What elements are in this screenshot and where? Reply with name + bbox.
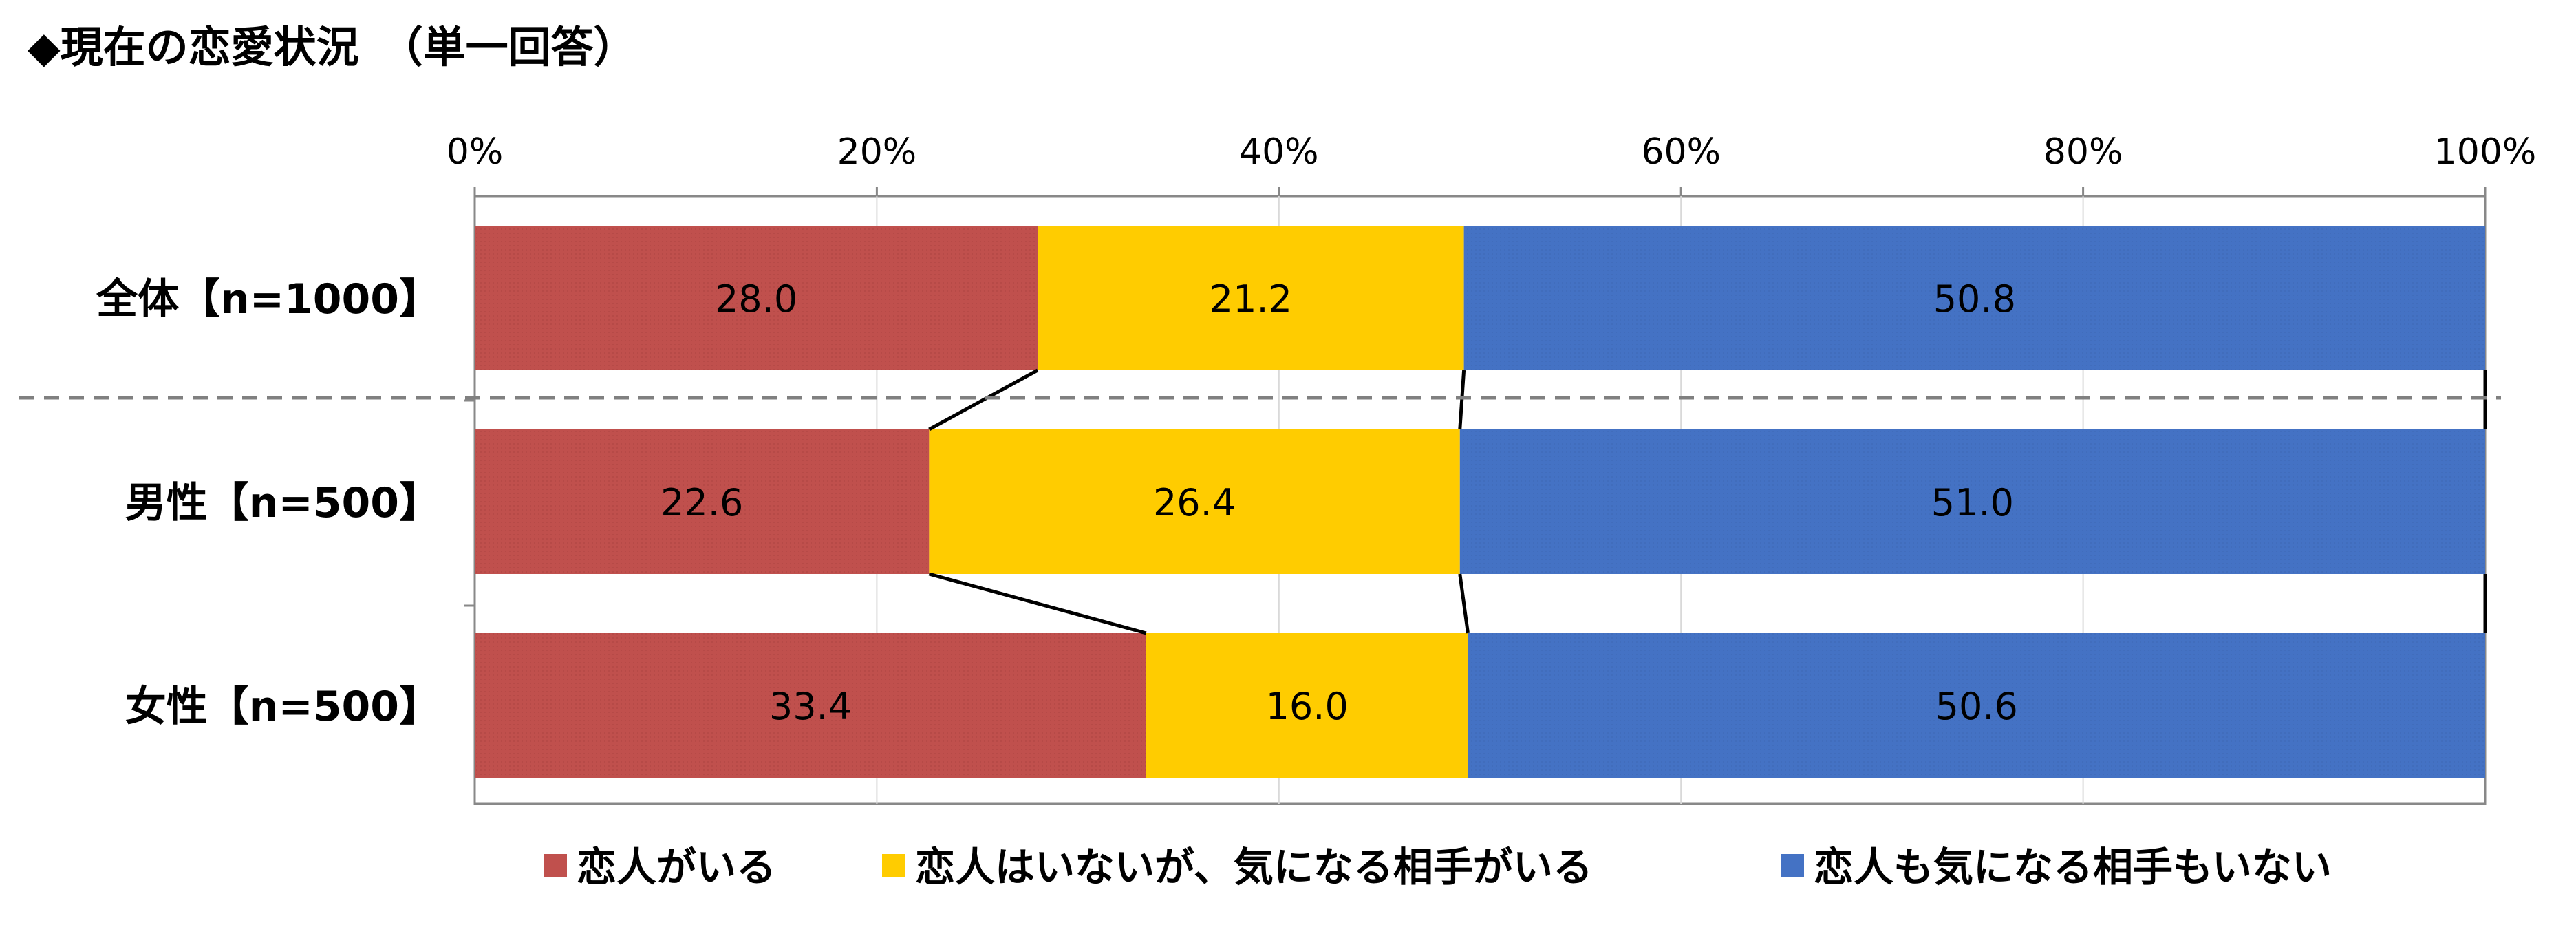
bar-segment <box>475 226 1038 370</box>
category-label: 女性【n=500】 <box>125 683 440 731</box>
legend-label: 恋人はいないが、気になる相手がいる <box>915 844 1593 891</box>
chart-title: ◆現在の恋愛状況 （単一回答） <box>28 22 636 72</box>
x-tick-label: 100% <box>2434 131 2537 173</box>
data-label: 51.0 <box>1931 481 2014 524</box>
x-tick-label: 80% <box>2043 131 2123 173</box>
x-tick-label: 0% <box>447 131 504 173</box>
legend-swatch <box>882 854 905 877</box>
data-label: 33.4 <box>769 685 852 728</box>
data-label: 26.4 <box>1153 481 1236 524</box>
bar-segment <box>1468 633 2485 778</box>
category-label: 全体【n=1000】 <box>96 275 440 323</box>
x-tick-label: 40% <box>1239 131 1319 173</box>
legend-label: 恋人も気になる相手もいない <box>1814 844 2332 891</box>
data-label: 16.0 <box>1266 685 1349 728</box>
legend-label: 恋人がいる <box>577 844 776 891</box>
series-line <box>1458 370 1466 430</box>
series-line <box>1458 573 1470 634</box>
x-tick-label: 20% <box>837 131 917 173</box>
data-label: 28.0 <box>715 277 797 321</box>
bar-segment <box>1463 226 2485 370</box>
data-label: 22.6 <box>661 481 743 524</box>
bar-segment <box>1146 633 1468 778</box>
category-label: 男性【n=500】 <box>125 479 440 527</box>
legend-swatch <box>1781 854 1804 877</box>
legend-swatch <box>544 854 567 877</box>
data-label: 50.6 <box>1935 685 2018 728</box>
series-line <box>928 572 1147 635</box>
bar-segment <box>929 429 1460 574</box>
bar-segment <box>475 429 930 574</box>
series-line <box>928 368 1039 431</box>
bar-segment <box>1038 226 1464 370</box>
data-label: 50.8 <box>1933 277 2016 321</box>
data-label: 21.2 <box>1210 277 1292 321</box>
x-tick-label: 60% <box>1641 131 1721 173</box>
bar-segment <box>475 633 1146 778</box>
bar-segment <box>1459 429 2485 574</box>
